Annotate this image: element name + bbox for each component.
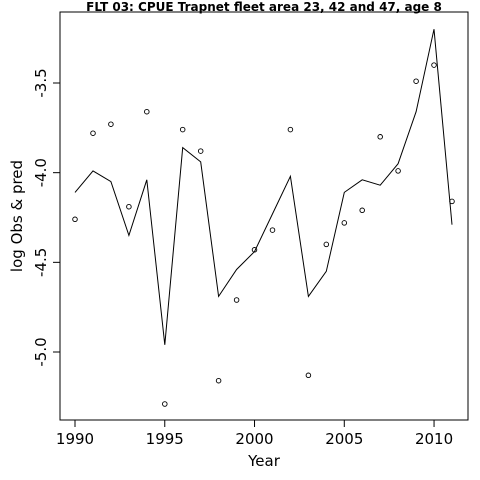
y-axis: -3.5 -4.0 -4.5 -5.0: [32, 68, 60, 367]
observed-point: [341, 220, 348, 226]
observed-point: [179, 126, 186, 133]
x-tick-label: 1990: [56, 430, 94, 448]
observed-point: [72, 216, 78, 223]
observed-point: [126, 203, 132, 210]
observed-point: [144, 108, 150, 115]
chart-title: FLT 03: CPUE Trapnet fleet area 23, 42 a…: [86, 0, 442, 14]
x-tick-label: 1995: [146, 430, 184, 448]
y-tick-label: -4.5: [32, 248, 50, 277]
observed-point: [305, 372, 312, 379]
x-tick-label: 2010: [415, 430, 453, 448]
plot-area: [72, 29, 455, 407]
observed-point: [162, 401, 168, 407]
observed-point: [108, 121, 114, 127]
observed-point: [287, 126, 294, 133]
x-tick-label: 2005: [325, 430, 363, 448]
observed-point: [395, 168, 401, 174]
predicted-line: [74, 29, 453, 345]
observed-point: [413, 78, 419, 84]
y-axis-label: log Obs & pred: [8, 160, 26, 272]
x-tick-label: 2000: [235, 430, 273, 448]
observed-point: [215, 377, 222, 384]
observed-point: [323, 241, 330, 248]
y-tick-label: -4.0: [32, 158, 50, 187]
plot-frame: [59, 11, 469, 421]
observed-point: [359, 207, 365, 214]
y-tick-label: -3.5: [32, 68, 50, 97]
observed-point: [431, 62, 437, 68]
observed-point: [269, 227, 276, 233]
observed-point: [90, 130, 96, 136]
y-tick-label: -5.0: [32, 337, 50, 366]
x-axis-label: Year: [247, 452, 281, 470]
x-axis: 1990 1995 2000 2005 2010: [56, 420, 453, 448]
observed-point: [377, 134, 383, 140]
observed-point: [197, 148, 204, 154]
observed-point: [233, 297, 240, 303]
